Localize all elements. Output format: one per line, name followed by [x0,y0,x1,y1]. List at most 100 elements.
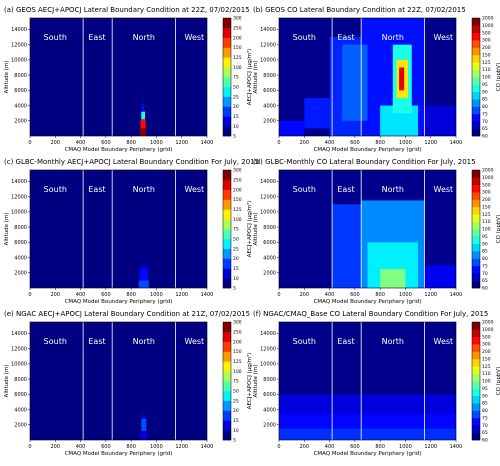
region-label: North [133,185,155,194]
y-tick-label: 8000 [14,225,27,231]
colorbar-tick-label: 85 [482,97,488,103]
colorbar-segment [472,373,480,382]
colorbar-segment [472,106,480,115]
colorbar-segment [223,67,231,78]
x-tick-label: 1400 [201,292,214,298]
colorbar-segment [472,358,480,367]
colorbar-segment [472,329,480,338]
colorbar-frame [471,17,481,137]
colorbar-segment [472,99,480,107]
colorbar-label: AECJ+APOCJ (μg/m³) [246,201,253,258]
region-label: East [88,33,105,42]
region-label: South [44,33,67,42]
x-tick-label: 0 [28,444,31,450]
heatmap-cell [380,268,406,288]
colorbar-tick-label: 90 [482,393,488,399]
colorbar-tick-label: 500 [482,30,491,36]
y-tick-label: 12000 [260,346,276,352]
colorbar-tick-label: 500 [482,334,491,340]
x-tick-label: 1200 [175,444,188,450]
panel-title: (d) GLBC-Monthly CO Lateral Boundary Con… [253,158,476,166]
panel-title: (a) GEOS AECJ+APOCJ Lateral Boundary Con… [4,6,250,14]
colorbar-label: CO (ppbV) [496,63,500,91]
colorbar-segment [223,77,231,88]
colorbar-segment [223,57,231,68]
colorbar-segment [472,336,480,345]
colorbar-tick-label: 25 [233,246,239,252]
colorbar-tick-label: 250 [233,177,242,183]
colorbar-tick-label: 60 [482,286,488,292]
x-axis-label: CMAQ Model Boundary Periphery (grid) [65,299,173,305]
y-tick-label: 14000 [11,27,27,33]
colorbar-tick-label: 300 [233,16,242,22]
x-tick-label: 800 [126,140,136,146]
colorbar-tick-label: 95 [482,82,488,88]
y-axis-label: Altitude (m) [4,61,10,94]
x-tick-label: 600 [101,140,111,146]
y-tick-label: 14000 [11,331,27,337]
panel-f: (f) NGAC/CMAQ_Base CO Lateral Boundary C… [253,310,500,457]
colorbar-segment [223,258,231,269]
colorbar-tick-label: 150 [233,349,242,355]
colorbar-segment [223,331,231,342]
x-axis-label: CMAQ Model Boundary Periphery (grid) [65,451,173,457]
colorbar-tick-label: 150 [482,52,491,58]
heatmap-cell [140,430,147,440]
colorbar-segment [472,62,480,70]
x-tick-label: 400 [325,444,335,450]
colorbar-segment [223,106,231,117]
y-tick-label: 10000 [11,210,27,216]
colorbar-tick-label: 5 [233,438,236,444]
heatmap-cell [399,67,405,91]
y-tick-label: 2000 [14,119,27,125]
colorbar-tick-label: 125 [482,60,491,66]
x-tick-label: 600 [101,444,111,450]
region-label: East [88,337,105,346]
y-tick-label: 8000 [263,225,276,231]
colorbar-segment [223,18,231,29]
colorbar-segment [223,268,231,279]
region-label: West [434,337,454,346]
colorbar-tick-label: 10 [233,276,239,282]
colorbar-segment [472,77,480,85]
region-label: East [337,185,354,194]
x-axis-label: CMAQ Model Boundary Periphery (grid) [65,147,173,153]
colorbar-tick-label: 95 [482,234,488,240]
y-tick-label: 4000 [14,407,27,413]
colorbar-tick-label: 125 [233,55,242,61]
colorbar-tick-label: 75 [482,111,488,117]
x-tick-label: 1400 [450,292,463,298]
colorbar-label: CO (ppbV) [496,215,500,243]
colorbar-tick-label: 75 [233,75,239,81]
x-tick-label: 800 [126,292,136,298]
colorbar-segment [472,410,480,419]
x-tick-label: 400 [76,444,86,450]
panel-a: (a) GEOS AECJ+APOCJ Lateral Boundary Con… [4,6,253,153]
colorbar-frame [222,17,232,137]
x-tick-label: 200 [51,140,61,146]
x-tick-label: 1000 [150,292,163,298]
colorbar-segment [223,47,231,58]
colorbar-tick-label: 85 [482,401,488,407]
colorbar-tick-label: 200 [233,187,242,193]
y-axis-label: Altitude (m) [253,365,259,398]
x-tick-label: 200 [300,140,310,146]
y-tick-label: 6000 [14,240,27,246]
colorbar-tick-label: 150 [233,197,242,203]
colorbar-segment [223,199,231,210]
colorbar-tick-label: 65 [482,430,488,436]
colorbar-segment [223,189,231,200]
colorbar-tick-label: 1000 [482,175,494,181]
y-tick-label: 2000 [263,423,276,429]
colorbar-tick-label: 1000 [482,327,494,333]
panel-title: (e) NGAC AECJ+APOCJ Lateral Boundary Con… [4,310,250,318]
colorbar-label: AECJ+APOCJ (μg/m³) [246,49,253,106]
panel-c: (c) GLBC-Monthly AECJ+APOCJ Lateral Boun… [4,158,259,305]
x-tick-label: 800 [375,140,385,146]
x-tick-label: 1400 [450,444,463,450]
colorbar-tick-label: 25 [233,398,239,404]
panel-title: (b) GEOS CO Lateral Boundary Condition a… [253,6,466,14]
panel-title: (f) NGAC/CMAQ_Base CO Lateral Boundary C… [253,310,488,318]
x-tick-label: 1000 [150,140,163,146]
colorbar-segment [223,361,231,372]
